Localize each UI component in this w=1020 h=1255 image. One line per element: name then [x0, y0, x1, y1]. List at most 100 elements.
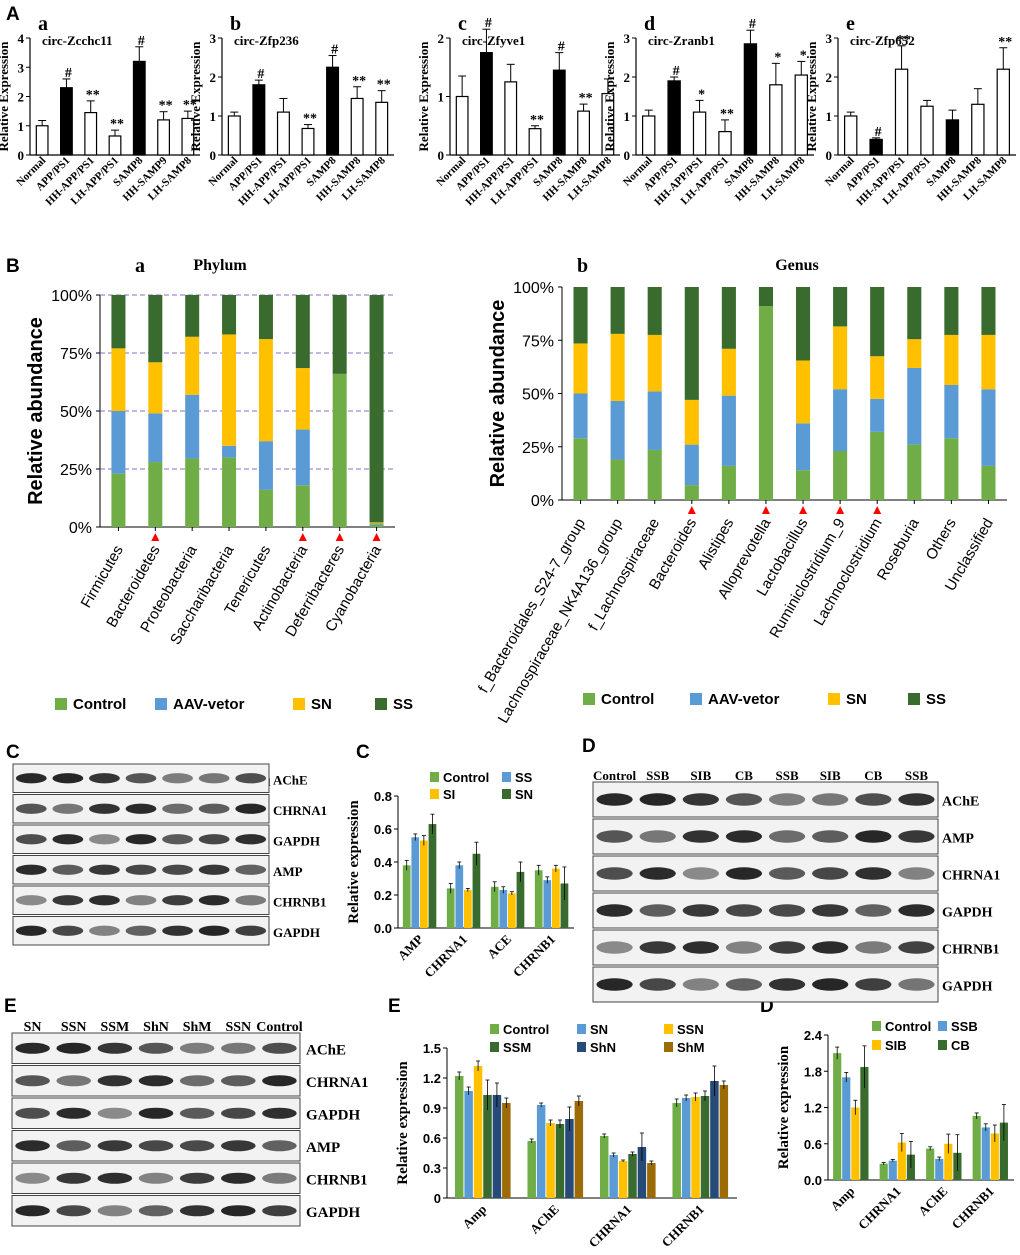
y-tick-label: 0 — [624, 148, 631, 163]
bar — [769, 84, 783, 156]
blot-band — [235, 803, 267, 814]
significance-mark: # — [875, 125, 882, 140]
significance-mark: ** — [352, 74, 366, 89]
bar-si — [508, 893, 516, 928]
y-tick-label: 1.5 — [423, 1041, 441, 1056]
y-tick-label: 100% — [513, 280, 554, 297]
panel-letter-A: A — [6, 4, 20, 25]
blot-row-label: CHRNB1 — [273, 894, 326, 909]
y-tick-label: 25% — [522, 440, 554, 457]
blot-band — [15, 1172, 50, 1184]
y-tick-label: 0% — [531, 493, 554, 510]
bar-sib — [897, 1142, 906, 1180]
subpanel-letter: c — [458, 13, 467, 35]
stacked-segment-ss — [295, 295, 310, 369]
y-tick-label: 0.6 — [804, 1137, 822, 1152]
bar — [920, 105, 934, 156]
x-tick-label: Amp — [827, 1184, 857, 1214]
stacked-segment-ss — [684, 287, 699, 400]
bar-ssb — [935, 1158, 944, 1180]
x-tick-label: AMP — [395, 931, 427, 963]
y-tick-label: 2.4 — [804, 1028, 823, 1043]
blot-row-label: GAPDH — [273, 925, 320, 940]
stacked-segment-ss — [222, 295, 237, 335]
blot-band — [162, 925, 193, 936]
subpanel-letter: b — [230, 13, 241, 35]
blot-band — [198, 773, 230, 784]
bar-control — [972, 1115, 981, 1180]
bar-cb — [860, 1067, 869, 1180]
blot-band — [15, 1075, 50, 1087]
blot-band — [56, 1075, 91, 1087]
stacked-segment-control — [833, 451, 848, 500]
legend-label: SSM — [503, 1040, 531, 1055]
blot-band — [15, 803, 47, 814]
blot-row-label: AChE — [942, 795, 979, 810]
blot-band — [56, 1140, 91, 1152]
bar-ss — [411, 837, 420, 928]
legend-swatch-shn — [577, 1042, 586, 1052]
stacked-segment-control — [907, 444, 922, 500]
x-tick-label: CHRNA1 — [421, 932, 470, 981]
lane-label: ShN — [143, 1020, 169, 1035]
blot-band — [596, 904, 633, 917]
blot-band — [235, 895, 267, 906]
bar-control — [490, 886, 499, 928]
bar — [528, 128, 542, 156]
blot-band — [138, 1107, 174, 1119]
stacked-segment-aav-vetor — [148, 413, 163, 463]
y-tick-label: 0 — [438, 148, 445, 163]
bar — [227, 115, 241, 156]
lane-label: ShM — [183, 1020, 212, 1035]
stacked-segment-control — [981, 465, 996, 500]
blot-band — [125, 803, 157, 814]
y-tick-label: 75% — [522, 333, 554, 350]
panel-letter-B: B — [6, 256, 20, 277]
significance-mark: # — [485, 16, 492, 31]
blot-band — [898, 978, 935, 991]
blot-row-label: GAPDH — [942, 906, 993, 921]
bar — [59, 87, 73, 156]
blot-row-label: CHRNA1 — [306, 1075, 369, 1091]
blot-band — [198, 803, 230, 814]
blot-band — [97, 1075, 133, 1087]
legend-label: CB — [951, 1038, 970, 1053]
bar — [996, 68, 1010, 156]
stacked-segment-sn — [610, 333, 625, 401]
significance-mark: # — [558, 40, 565, 55]
panel-letter-D: D — [582, 736, 596, 757]
x-tick-label: AChE — [915, 1184, 950, 1219]
stacked-segment-sn — [111, 348, 126, 411]
legend-swatch-ss — [502, 772, 511, 782]
significance-mark: # — [673, 64, 680, 79]
blot-band — [52, 895, 84, 906]
bar-sn — [472, 853, 481, 928]
lane-label: SSN — [225, 1020, 251, 1035]
y-tick-label: 0.2 — [374, 888, 392, 903]
blot-band — [15, 895, 47, 906]
significance-mark: ** — [998, 35, 1012, 50]
legend-label: ShM — [677, 1040, 704, 1055]
stacked-segment-sn — [981, 334, 996, 390]
lane-label: CB — [864, 768, 882, 783]
stacked-segment-ss — [795, 287, 811, 361]
blot-band — [682, 867, 719, 880]
legend-label: SS — [393, 696, 413, 713]
y-tick-label: 4 — [18, 31, 25, 46]
bar-sn — [681, 1098, 691, 1198]
significance-mark: ** — [530, 113, 544, 128]
lane-label: CB — [735, 768, 753, 783]
stacked-segment-control — [684, 485, 699, 500]
legend-label: Control — [443, 770, 489, 785]
blot-band — [682, 941, 719, 954]
y-tick-label: 0.8 — [374, 789, 392, 804]
blot-band — [596, 830, 633, 843]
bar — [301, 127, 315, 156]
bar-cb — [999, 1122, 1008, 1180]
chart-title: circ-Zcchc11 — [42, 33, 113, 48]
y-tick-label: 1.2 — [804, 1101, 822, 1116]
blot-band — [855, 830, 892, 843]
stacked-segment-control — [222, 457, 237, 527]
lane-label: Control — [593, 768, 636, 783]
bar-control — [926, 1148, 935, 1180]
